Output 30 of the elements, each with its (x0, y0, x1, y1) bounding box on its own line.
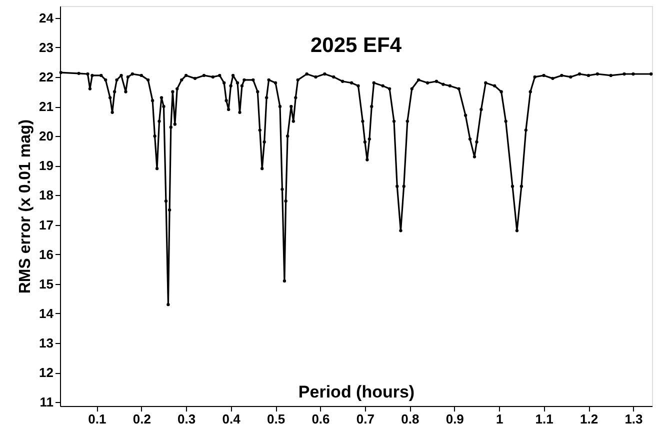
y-tick-label: 18 (39, 188, 54, 203)
x-tick-label: 1.2 (580, 412, 598, 426)
x-axis-title: Period (hours) (298, 382, 415, 402)
x-tick-label: 0.3 (178, 412, 196, 426)
y-tick-label: 12 (39, 365, 54, 380)
y-tick-label: 22 (39, 69, 54, 84)
y-tick-label: 15 (39, 276, 54, 292)
y-tick-label: 23 (39, 40, 54, 55)
x-tick-label: 0.1 (88, 412, 106, 426)
x-tick-label: 1.3 (624, 412, 643, 426)
x-tick-label: 0.8 (401, 412, 420, 426)
y-tick-label: 11 (40, 394, 54, 410)
x-tick-label: 0.2 (132, 412, 151, 426)
x-tick-label: 0.6 (312, 412, 330, 426)
y-tick-label: 21 (39, 99, 54, 114)
x-tick-label: 0.7 (356, 412, 374, 426)
y-tick-label: 13 (39, 336, 54, 351)
y-tick-label: 24 (39, 10, 54, 26)
x-tick-label: 0.4 (222, 412, 242, 426)
y-tick-label: 20 (39, 128, 54, 144)
y-axis-title: RMS error (x 0.01 mag) (17, 119, 34, 294)
text: 2025 EF4 (310, 34, 402, 57)
x-tick-label: 0.5 (266, 412, 286, 426)
x-tick-label: 0.9 (446, 412, 464, 426)
y-tick-label: 14 (39, 306, 54, 321)
y-tick-label: 16 (39, 246, 54, 262)
y-tick-label: 19 (39, 158, 54, 174)
x-tick-label: 1 (496, 412, 504, 426)
x-tick-label: 1.1 (535, 412, 554, 426)
y-tick-label: 17 (39, 217, 54, 232)
